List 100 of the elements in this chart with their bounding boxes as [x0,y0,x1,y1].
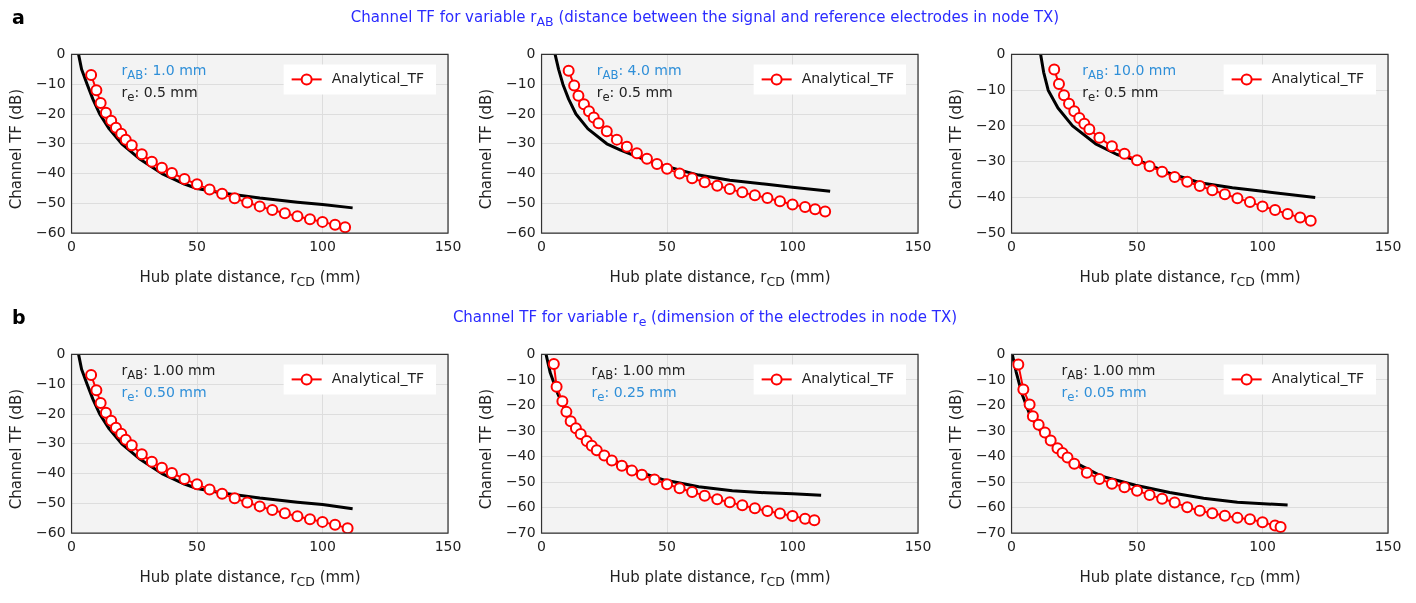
y-tick-label: −60 [506,223,536,240]
point [165,467,178,479]
point [1168,496,1181,509]
point [761,192,774,205]
point [562,64,575,77]
annotation: r$_{e}$: 0.5 mm [1082,84,1159,105]
point [94,96,107,109]
point [568,79,581,92]
point [1093,473,1106,486]
point [1083,123,1096,136]
point [661,162,674,175]
x-tick-label: 0 [537,538,547,555]
point [291,210,304,223]
point [748,189,761,202]
x-tick-label: 0 [67,238,77,255]
y-tick-label: −20 [976,116,1006,133]
y-tick-label: −40 [506,447,536,464]
point [736,186,749,199]
point [303,513,316,526]
y-tick-label: −50 [506,472,536,489]
annotation: r$_{AB}$: 1.00 mm [1061,362,1156,383]
legend-label: Analytical_TF [331,70,425,87]
point [1243,196,1256,209]
point [303,213,316,226]
point [1218,509,1231,522]
x-tick-label: 0 [1007,538,1017,555]
y-tick-label: −30 [36,434,66,451]
point [1118,481,1131,494]
point [253,200,266,213]
y-tick-label: −60 [506,498,536,515]
y-tick-label: −30 [506,134,536,151]
x-tick-label: 0 [67,538,77,555]
point [686,172,699,185]
x-tick-label: 50 [658,238,676,255]
y-tick-label: −70 [976,523,1006,540]
point [635,468,648,481]
point [278,207,291,220]
y-tick-label: 0 [526,45,536,62]
point [1156,492,1169,505]
annotation: r$_{e}$: 0.5 mm [596,84,673,105]
y-tick-label: 0 [56,345,66,362]
point [761,504,774,517]
annotation: r$_{e}$: 0.5 mm [121,84,198,105]
y-tick-label: −70 [506,523,536,540]
y-tick-label: −50 [976,223,1006,240]
point [1038,426,1051,439]
point [266,203,279,216]
point [1156,165,1169,178]
point [1206,184,1219,197]
point [615,459,628,472]
point [1032,418,1045,431]
annotation: r$_{AB}$: 1.00 mm [121,362,216,383]
point [736,499,749,512]
point [1026,410,1039,423]
y-axis-title: Channel TF (dB) [7,87,25,212]
point [819,205,832,218]
point [1012,358,1025,371]
y-tick-label: −30 [976,152,1006,169]
x-tick-label: 100 [779,238,806,255]
x-tick-label: 100 [779,538,806,555]
x-tick-label: 100 [309,538,336,555]
x-axis-title: Hub plate distance, r$_{CD}$ (mm) [608,568,832,589]
point [165,167,178,179]
legend-label: Analytical_TF [331,370,425,387]
point [556,395,569,408]
point [640,152,653,165]
point [316,215,329,228]
y-tick-label: −30 [36,134,66,151]
annotation: r$_{AB}$: 1.0 mm [121,62,207,83]
annotation: r$_{e}$: 0.05 mm [1061,384,1147,405]
x-tick-label: 150 [904,538,932,555]
point [339,221,352,234]
y-tick-label: −10 [506,370,536,387]
point [786,198,799,211]
point [648,473,661,486]
point [1063,97,1076,110]
point [85,68,98,81]
point [1143,160,1156,173]
point [125,439,138,452]
y-tick-label: −40 [36,464,66,481]
point [1181,501,1194,514]
point [135,148,148,161]
y-tick-label: −10 [36,74,66,91]
point [1231,511,1244,524]
point [1181,175,1194,188]
point [125,139,138,152]
point [1193,180,1206,192]
point [1105,140,1118,153]
point [630,147,643,160]
point [1218,188,1231,201]
point [748,502,761,515]
y-tick-label: −40 [976,188,1006,205]
x-tick-label: 100 [1249,538,1276,555]
point [145,455,158,468]
point [216,487,229,500]
point [1256,200,1269,213]
point [241,496,254,509]
x-tick-label: 0 [1007,238,1017,255]
y-tick-label: −50 [976,472,1006,489]
point [572,89,585,102]
